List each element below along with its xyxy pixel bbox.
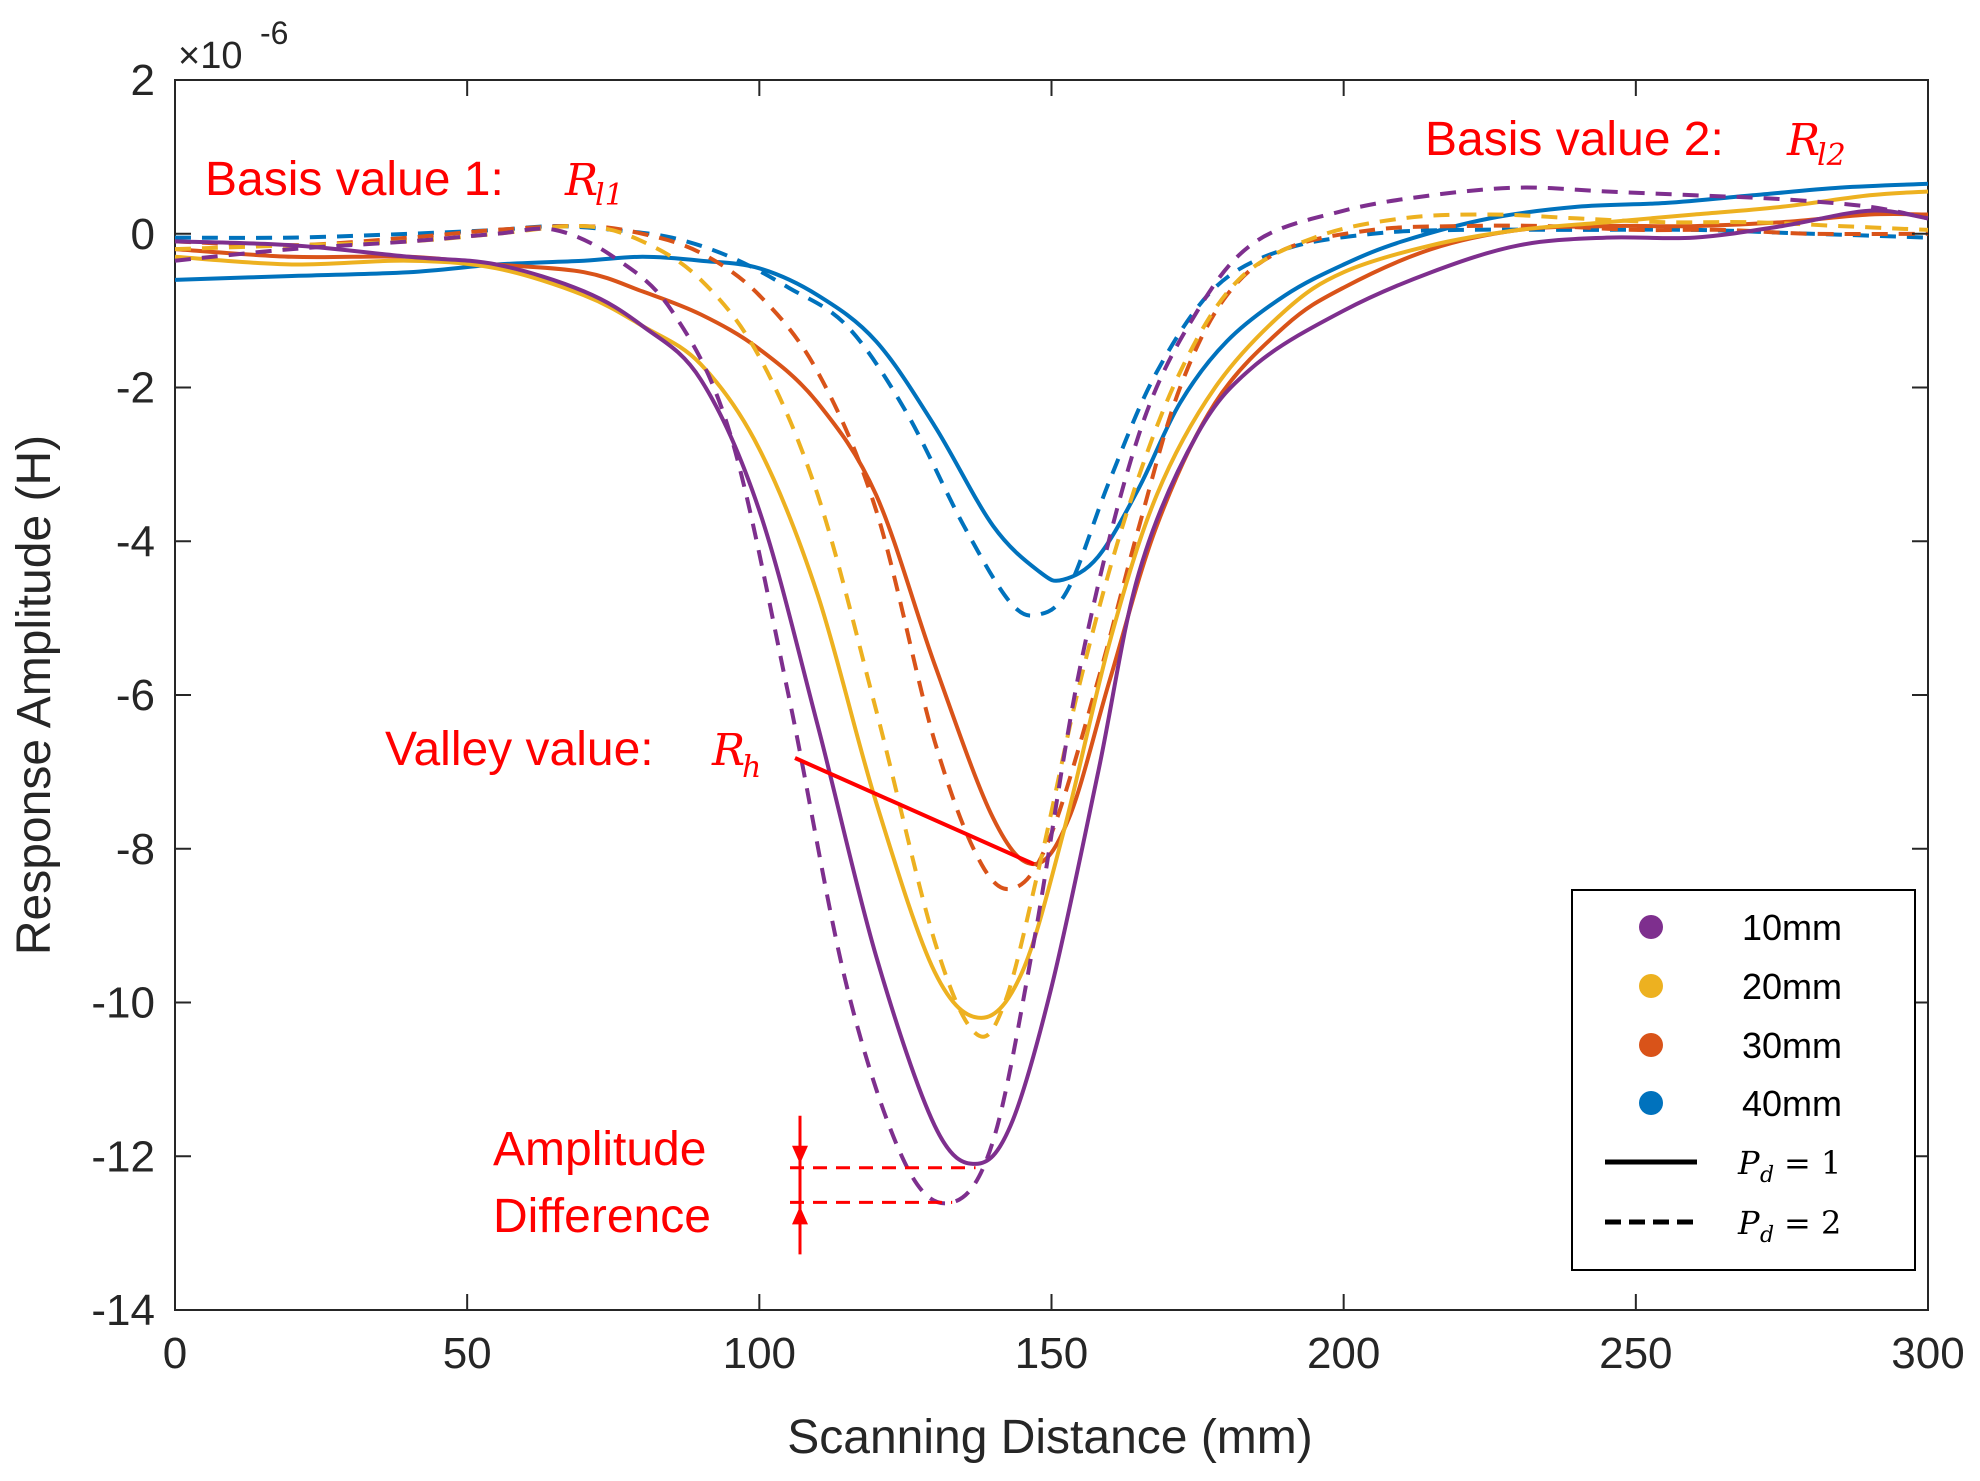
x-tick-label: 100: [723, 1329, 796, 1378]
basis-1-subscript: l1: [595, 178, 624, 213]
annotation-basis-1: Basis value 1: R l1: [205, 153, 624, 213]
x-tick-label: 150: [1015, 1329, 1088, 1378]
annotation-amplitude-difference: Amplitude Difference: [493, 1115, 976, 1255]
y-tick-label: -14: [91, 1286, 155, 1335]
y-tick-label: -2: [116, 364, 155, 413]
x-tick-label: 0: [163, 1329, 187, 1378]
basis-2-symbol: R: [1786, 115, 1820, 166]
basis-1-symbol: R: [564, 155, 598, 206]
y-tick-label: 2: [131, 56, 155, 105]
basis-2-subscript: l2: [1817, 138, 1846, 173]
x-tick-label: 300: [1891, 1329, 1964, 1378]
valley-symbol: R: [711, 725, 745, 776]
legend-marker: [1639, 915, 1663, 939]
amplitude-text-line-1: Amplitude: [493, 1123, 706, 1176]
amplitude-arrow-up: [792, 1206, 808, 1225]
legend-entry: 30mm: [1639, 1025, 1842, 1066]
legend-marker: [1639, 1091, 1663, 1115]
legend-subscript: d: [1760, 1223, 1774, 1248]
amplitude-arrow-down: [792, 1145, 808, 1164]
y-tick-label: -4: [116, 517, 155, 566]
series-layer: [174, 181, 1929, 1206]
valley-subscript: h: [742, 750, 761, 785]
legend-entry: 20mm: [1639, 966, 1842, 1007]
valley-pointer-line: [794, 756, 1035, 866]
x-axis-title: Scanning Distance (mm): [787, 1411, 1313, 1464]
x-tick-label: 250: [1599, 1329, 1672, 1378]
series-line-40mm-pd-1: [174, 181, 1929, 583]
y-axis-title: Response Amplitude (H): [8, 435, 61, 955]
y-tick-label: -6: [116, 671, 155, 720]
legend-box: [1571, 889, 1916, 1271]
series-line-10mm-pd-1: [174, 208, 1929, 1166]
y-exponent-power: -6: [260, 15, 288, 51]
legend-equation: = 1: [1784, 1144, 1841, 1182]
legend-label: 10mm: [1742, 907, 1842, 948]
y-exponent-label: ×10: [178, 35, 242, 77]
series-line-10mm-pd-2: [174, 185, 1929, 1206]
basis-2-text: Basis value 2:: [1425, 113, 1724, 166]
legend: 10mm 20mm 30mm 40mm P d = 1 P d = 2: [1571, 889, 1916, 1271]
legend-marker: [1639, 974, 1663, 998]
annotation-valley: Valley value: R h: [385, 723, 1035, 866]
amplitude-text-line-2: Difference: [493, 1190, 711, 1243]
basis-1-text: Basis value 1:: [205, 153, 504, 206]
legend-entry: 40mm: [1639, 1083, 1842, 1124]
series-line-20mm-pd-1: [174, 189, 1929, 1020]
x-tick-label: 200: [1307, 1329, 1380, 1378]
y-tick-label: 0: [131, 210, 155, 259]
legend-marker: [1639, 1033, 1663, 1057]
y-tick-label: -8: [116, 825, 155, 874]
amplitude-difference-marks: [790, 1115, 976, 1255]
legend-equation: = 2: [1784, 1204, 1841, 1242]
legend-label: 30mm: [1742, 1025, 1842, 1066]
axis-ticks: 0 50 100 150 200 250 300 2 0 -2 -4 -6 -8 -10 -12 -14: [91, 56, 1964, 1378]
legend-subscript: d: [1760, 1163, 1774, 1188]
legend-label: 40mm: [1742, 1083, 1842, 1124]
y-tick-label: -12: [91, 1132, 155, 1181]
x-tick-label: 50: [443, 1329, 492, 1378]
legend-label: 20mm: [1742, 966, 1842, 1007]
valley-text: Valley value:: [385, 723, 654, 776]
series-line-20mm-pd-2: [174, 212, 1929, 1039]
legend-entry: 10mm: [1639, 907, 1842, 948]
legend-symbol: P: [1737, 1144, 1760, 1182]
y-tick-label: -10: [91, 979, 155, 1028]
legend-symbol: P: [1737, 1204, 1760, 1242]
annotation-basis-2: Basis value 2: R l2: [1425, 113, 1846, 173]
